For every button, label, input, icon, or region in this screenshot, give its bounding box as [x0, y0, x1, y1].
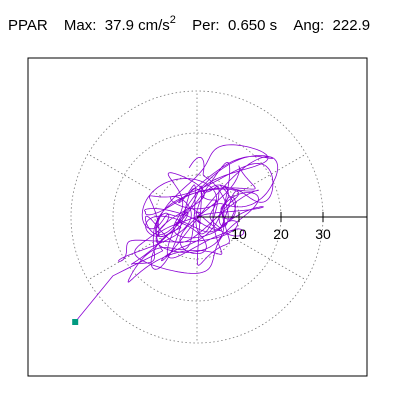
end-marker — [72, 319, 79, 325]
per-label: Per: — [192, 17, 220, 34]
header-bar: PPAR Max: 37.9 cm/s2 Per: 0.650 s Ang: 2… — [8, 14, 370, 34]
max-value: 37.9 cm/s — [104, 17, 170, 34]
orbit-trace — [74, 144, 279, 323]
tick-label-20: 20 — [273, 226, 289, 242]
max-exponent: 2 — [169, 14, 176, 26]
spoke-330 — [233, 237, 307, 281]
max-label: Max: — [63, 17, 97, 34]
per-value: 0.650 s — [227, 17, 278, 34]
tick-label-10: 10 — [231, 226, 247, 242]
tick-label-30: 30 — [315, 226, 331, 242]
station-name: PPAR — [8, 17, 48, 34]
spoke-150 — [87, 153, 161, 197]
ang-value: 222.9 — [332, 17, 371, 34]
ang-label: Ang: — [293, 17, 325, 34]
